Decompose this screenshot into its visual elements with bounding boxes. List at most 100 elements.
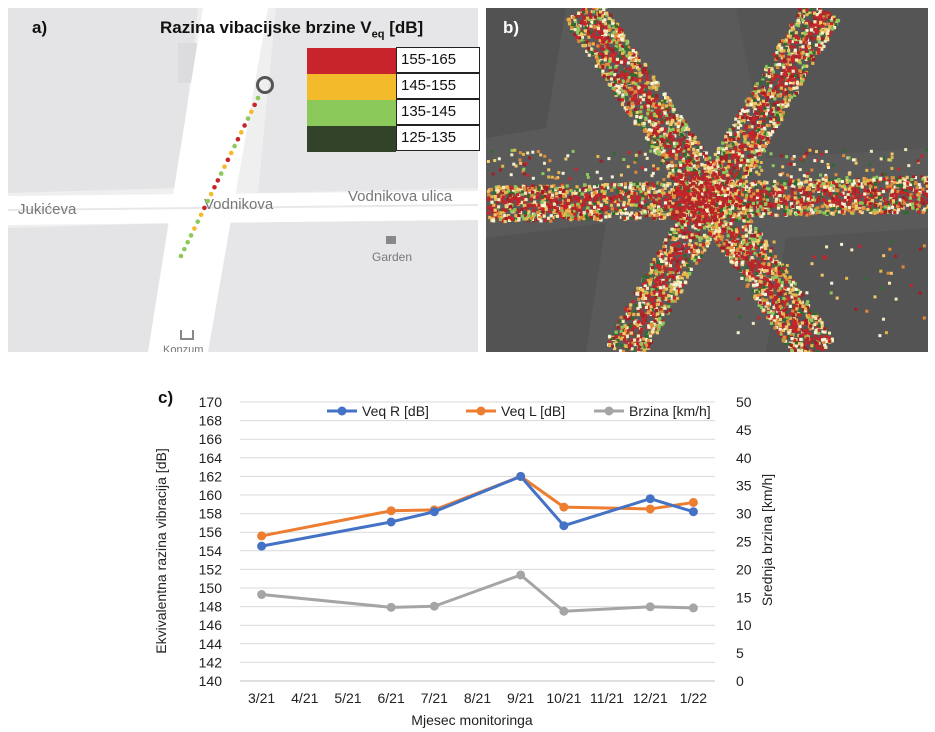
heat-cell — [777, 283, 781, 287]
heat-cell — [823, 337, 827, 342]
heat-cell — [712, 232, 716, 236]
heat-cell — [640, 90, 645, 94]
heat-cell — [679, 256, 683, 260]
heat-cell — [835, 18, 839, 22]
heat-cell — [704, 155, 708, 159]
heat-cell — [619, 74, 623, 78]
heat-cell — [623, 76, 627, 80]
heat-cell — [698, 243, 702, 247]
heat-cell — [780, 269, 784, 273]
heat-cell — [724, 240, 728, 244]
heat-cell — [730, 163, 734, 167]
heat-cell — [688, 272, 692, 276]
heat-cell — [647, 345, 651, 349]
heat-cell — [644, 338, 649, 342]
heat-cell — [662, 129, 666, 133]
heat-cell — [627, 46, 631, 50]
heat-cell — [797, 342, 801, 346]
heat-cell — [593, 28, 597, 32]
heat-cell — [782, 315, 786, 319]
heat-cell — [801, 32, 805, 36]
heat-cell — [703, 167, 707, 171]
heat-cell — [909, 199, 913, 203]
heat-cell — [648, 142, 652, 146]
heat-cell — [580, 38, 584, 42]
heat-cell — [577, 28, 581, 32]
heat-cell — [636, 337, 640, 341]
heat-cell — [700, 213, 704, 217]
heat-cell — [754, 283, 758, 287]
heat-cell — [650, 182, 654, 186]
heat-cell — [633, 320, 637, 324]
heat-cell — [625, 326, 629, 330]
heat-cell — [622, 336, 626, 340]
heat-cell — [661, 296, 665, 300]
heat-cell — [795, 329, 799, 334]
heat-cell — [759, 106, 763, 110]
heat-cell — [826, 29, 830, 33]
heat-cell — [671, 243, 675, 247]
heat-cell — [779, 306, 784, 310]
heat-cell — [759, 114, 764, 118]
heat-cell — [505, 202, 509, 206]
heat-cell — [680, 117, 684, 121]
heat-cell — [765, 283, 769, 287]
heat-cell — [631, 65, 635, 69]
heat-cell — [766, 95, 770, 99]
heat-cell — [735, 171, 739, 175]
heat-cell — [753, 132, 757, 136]
heat-cell — [784, 42, 788, 46]
heat-cell — [603, 208, 607, 212]
heat-cell — [673, 270, 677, 274]
heat-cell — [645, 291, 649, 295]
heat-cell — [743, 137, 747, 141]
heat-cell — [587, 17, 592, 21]
heat-cell — [704, 174, 708, 178]
heat-cell — [797, 345, 801, 349]
heat-cell — [797, 74, 801, 79]
heat-cell — [743, 135, 747, 139]
heat-cell — [793, 282, 797, 286]
heat-cell — [761, 267, 765, 272]
heat-cell — [638, 291, 642, 295]
heat-cell — [766, 136, 770, 141]
heat-cell — [767, 271, 772, 275]
heat-cell — [658, 321, 662, 325]
heat-cell — [592, 25, 596, 29]
heat-cell — [673, 181, 677, 185]
heat-cell — [652, 290, 656, 294]
heat-cell — [661, 273, 665, 277]
heat-cell — [580, 33, 584, 37]
heat-cell — [726, 131, 730, 135]
heat-cell — [685, 219, 689, 223]
heat-cell — [800, 192, 805, 196]
heat-cell — [784, 311, 789, 315]
heat-cell — [624, 308, 628, 312]
heat-cell — [682, 149, 686, 153]
heat-cell — [679, 147, 684, 152]
heat-cell — [745, 103, 749, 107]
heat-cell — [754, 230, 758, 234]
heat-cell — [619, 315, 623, 319]
heat-cell — [781, 55, 785, 59]
heat-cell — [652, 217, 656, 221]
heat-cell — [805, 337, 810, 341]
heat-cell — [636, 198, 640, 202]
heat-cell — [811, 61, 815, 65]
heat-cell — [784, 307, 788, 311]
heat-cell — [756, 241, 760, 245]
heat-cell — [737, 213, 741, 217]
heat-cell — [793, 319, 797, 323]
heat-cell — [789, 65, 793, 70]
heat-cell — [646, 302, 650, 306]
heat-cell — [787, 58, 791, 62]
heat-cell — [660, 137, 664, 141]
heat-cell — [753, 277, 757, 281]
heat-cell — [633, 107, 638, 111]
heat-cell — [808, 206, 812, 210]
heat-cell — [613, 91, 617, 96]
heat-cell — [714, 170, 718, 174]
heat-cell — [655, 114, 659, 118]
heat-cell — [810, 51, 815, 55]
heat-cell — [594, 64, 598, 68]
